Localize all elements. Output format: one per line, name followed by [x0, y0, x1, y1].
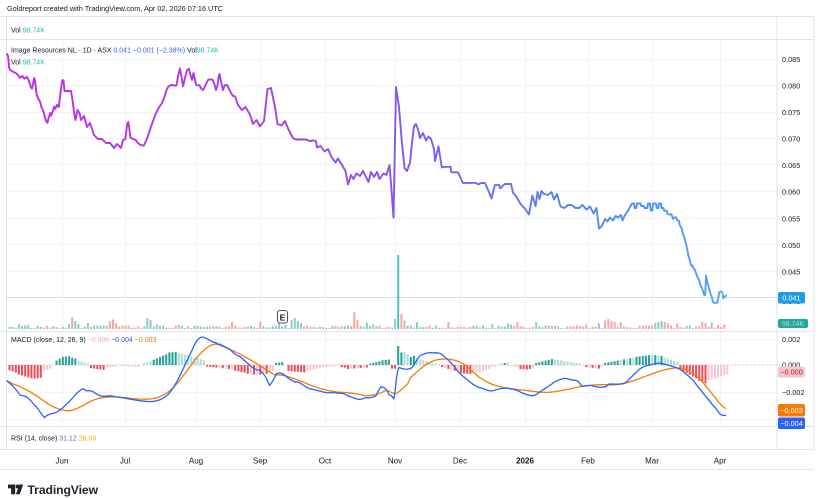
svg-text:0.055: 0.055: [782, 215, 800, 224]
svg-text:Vol 98.74K: Vol 98.74K: [11, 59, 45, 66]
svg-text:Vol 98.74K: Vol 98.74K: [11, 28, 45, 35]
svg-text:0.060: 0.060: [782, 188, 800, 197]
svg-text:Jun: Jun: [56, 457, 69, 466]
svg-text:0.002: 0.002: [782, 335, 800, 344]
svg-text:2026: 2026: [516, 457, 534, 466]
svg-text:TradingView: TradingView: [28, 483, 99, 497]
svg-text:Aug: Aug: [189, 457, 203, 466]
svg-text:−0.000: −0.000: [780, 368, 803, 377]
svg-text:−0.003: −0.003: [780, 406, 803, 415]
svg-text:0.041: 0.041: [782, 293, 800, 302]
svg-text:Mar: Mar: [645, 457, 659, 466]
svg-text:0.000: 0.000: [782, 361, 800, 370]
svg-text:0.070: 0.070: [782, 135, 800, 144]
svg-text:Oct: Oct: [319, 457, 332, 466]
svg-text:E: E: [280, 312, 286, 322]
svg-text:Goldreport created with Tradin: Goldreport created with TradingView.com,…: [7, 4, 223, 13]
svg-text:98.74K: 98.74K: [782, 321, 805, 328]
svg-text:Nov: Nov: [388, 457, 402, 466]
svg-text:Dec: Dec: [453, 457, 467, 466]
svg-text:0.045: 0.045: [782, 268, 800, 277]
svg-text:RSI (14, close) 31.12 26.09: RSI (14, close) 31.12 26.09: [11, 436, 96, 443]
svg-text:0.050: 0.050: [782, 241, 800, 250]
svg-text:0.085: 0.085: [782, 55, 800, 64]
svg-text:−0.004: −0.004: [780, 419, 803, 428]
svg-text:0.075: 0.075: [782, 108, 800, 117]
svg-text:Jul: Jul: [120, 457, 130, 466]
svg-text:Sep: Sep: [253, 457, 268, 466]
svg-text:0.080: 0.080: [782, 82, 800, 91]
svg-text:Feb: Feb: [581, 457, 595, 466]
svg-text:Apr: Apr: [714, 457, 727, 466]
svg-text:Image Resources NL · 1D · ASX: Image Resources NL · 1D · ASX 0.041 −0.0…: [11, 48, 219, 55]
svg-text:MACD (close, 12, 26, 9) −0.000: MACD (close, 12, 26, 9) −0.000 −0.004 −0…: [11, 337, 156, 344]
svg-text:0.065: 0.065: [782, 161, 800, 170]
svg-text:−0.002: −0.002: [782, 388, 805, 397]
